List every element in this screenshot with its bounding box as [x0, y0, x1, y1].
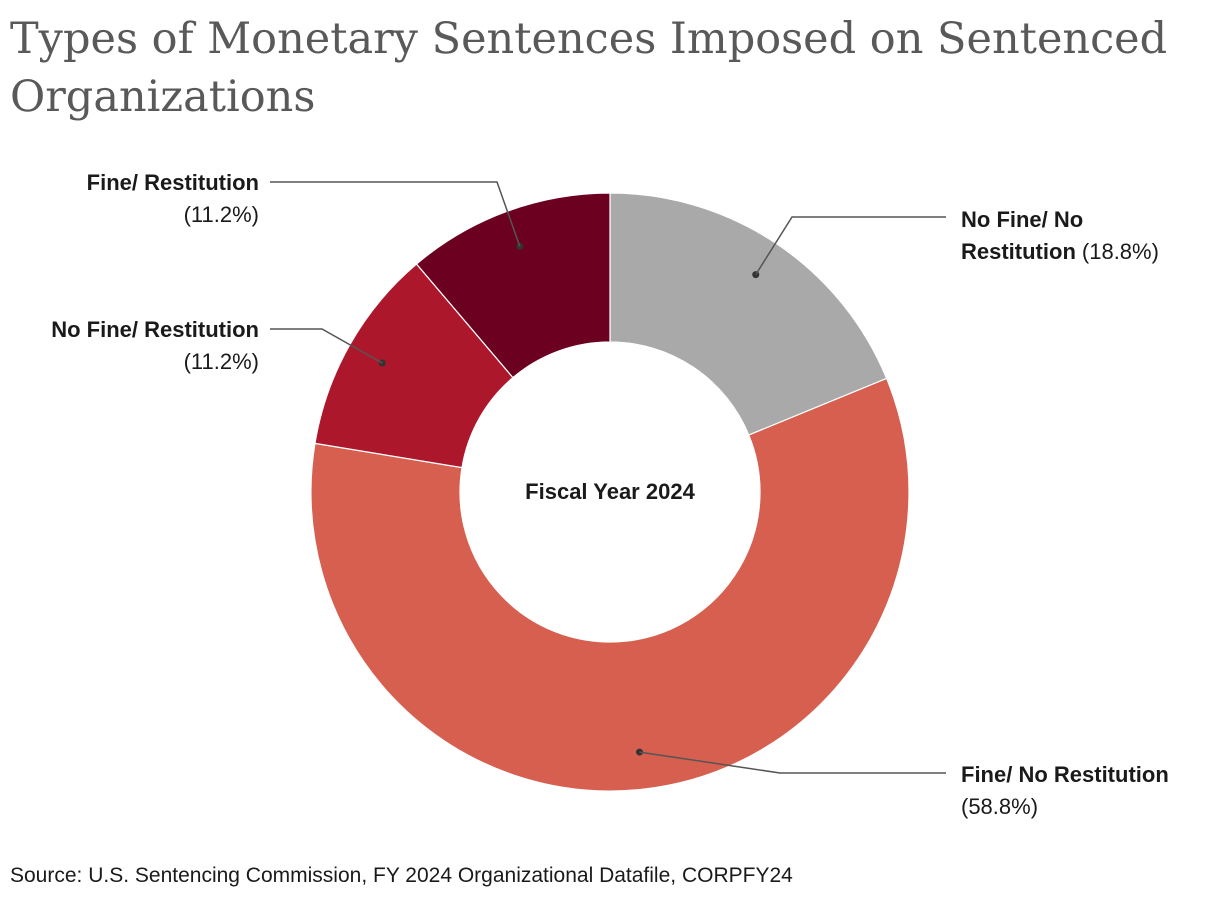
leader-line-no-fine-no-restitution	[755, 216, 946, 275]
leader-line-fine-restitution	[270, 181, 521, 247]
slice-label-no-fine-restitution: No Fine/ Restitution	[51, 317, 259, 342]
slice-value-no-fine-no-restitution: (18.8%)	[1082, 239, 1159, 264]
chart-title: Types of Monetary Sentences Imposed on S…	[10, 14, 1168, 122]
leader-lines-group	[270, 181, 946, 774]
slices-group	[310, 192, 910, 792]
slice-value-fine-restitution: (11.2%)	[184, 202, 259, 227]
source-note: Source: U.S. Sentencing Commission, FY 2…	[10, 864, 793, 887]
slice-label-no-fine-no-restitution-line2: Restitution (18.8%)	[961, 239, 1159, 264]
leader-line-fine-no-restitution	[639, 751, 946, 774]
slice-value-no-fine-restitution: (11.2%)	[184, 349, 259, 374]
slice-value-fine-no-restitution: (58.8%)	[961, 794, 1038, 819]
slice-fine-no-restitution	[310, 377, 910, 792]
slice-label-fine-no-restitution: Fine/ No Restitution	[961, 762, 1169, 787]
slice-fine-restitution	[415, 192, 611, 379]
leader-line-no-fine-restitution	[270, 328, 383, 364]
slice-label-fine-restitution: Fine/ Restitution	[87, 170, 259, 195]
slice-no-fine-no-restitution	[609, 192, 888, 436]
slice-label-no-fine-no-restitution-name: Restitution	[961, 239, 1076, 264]
center-label: Fiscal Year 2024	[525, 479, 695, 504]
slice-label-no-fine-no-restitution-line1: No Fine/ No	[961, 207, 1083, 232]
